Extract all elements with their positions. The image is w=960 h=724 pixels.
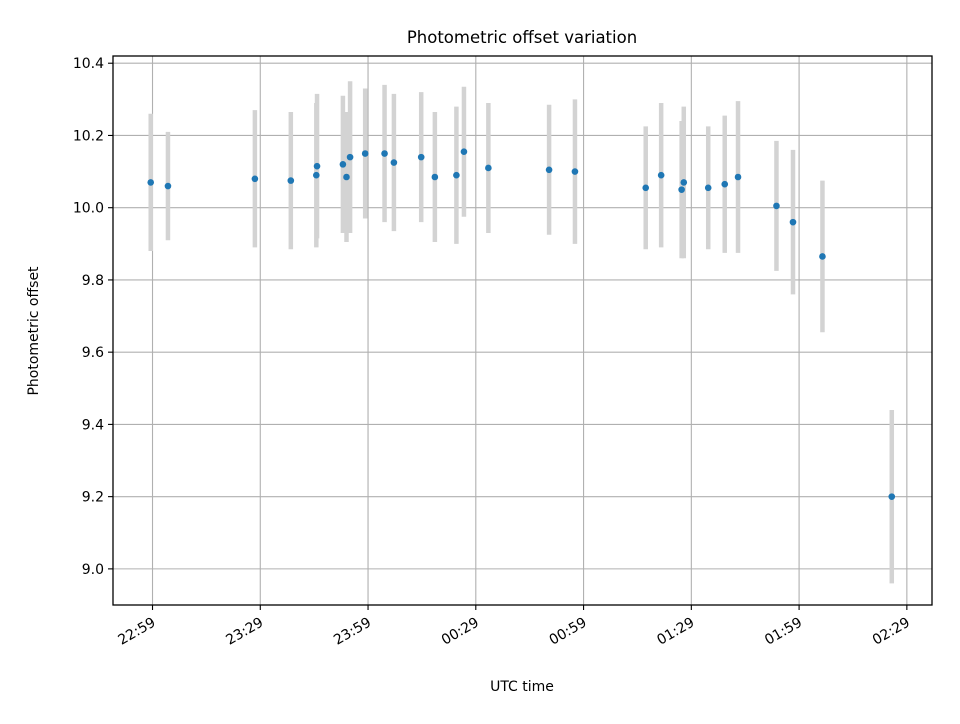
- data-point: [721, 180, 729, 188]
- data-point: [485, 164, 492, 172]
- data-point: [460, 148, 468, 156]
- data-point: [164, 182, 172, 190]
- data-point: [339, 161, 347, 168]
- y-axis-label: Photometric offset: [26, 266, 42, 396]
- data-point: [773, 202, 780, 210]
- data-point: [343, 173, 350, 181]
- data-point: [417, 153, 425, 161]
- data-point: [888, 493, 896, 500]
- data-point: [789, 218, 797, 226]
- y-tick-label: 9.2: [82, 490, 104, 506]
- y-axis-ticks: 9.0 9.2 9.4 9.6 9.8 10.0 10.2 10.4: [73, 56, 113, 578]
- data-point: [680, 179, 688, 186]
- data-point: [251, 175, 259, 183]
- y-tick-label: 9.4: [82, 417, 104, 433]
- y-tick-label: 9.6: [82, 345, 104, 361]
- y-tick-label: 10.2: [73, 128, 104, 144]
- grid: [113, 56, 932, 605]
- y-tick-label: 9.8: [82, 273, 104, 289]
- plot-frame: [112, 55, 933, 606]
- x-axis-label: UTC time: [490, 679, 554, 695]
- data-point: [346, 153, 354, 161]
- data-point: [431, 173, 439, 181]
- y-tick-label: 9.0: [82, 562, 104, 578]
- data-point: [313, 162, 321, 170]
- data-point: [642, 184, 650, 192]
- data-point: [571, 168, 579, 175]
- data-point: [381, 150, 388, 157]
- data-point: [361, 150, 369, 157]
- data-point: [819, 253, 826, 260]
- data-point: [657, 171, 665, 179]
- data-points: [147, 148, 896, 500]
- data-point: [147, 179, 155, 186]
- data-point: [545, 166, 553, 174]
- data-point: [678, 186, 685, 193]
- data-point: [453, 171, 460, 179]
- data-point: [313, 171, 320, 179]
- data-point: [704, 184, 712, 192]
- data-point: [734, 173, 742, 181]
- y-tick-label: 10.4: [73, 56, 104, 72]
- chart-title: Photometric offset variation: [407, 28, 637, 47]
- y-tick-label: 10.0: [73, 201, 104, 217]
- data-point: [390, 159, 398, 166]
- data-point: [287, 177, 295, 184]
